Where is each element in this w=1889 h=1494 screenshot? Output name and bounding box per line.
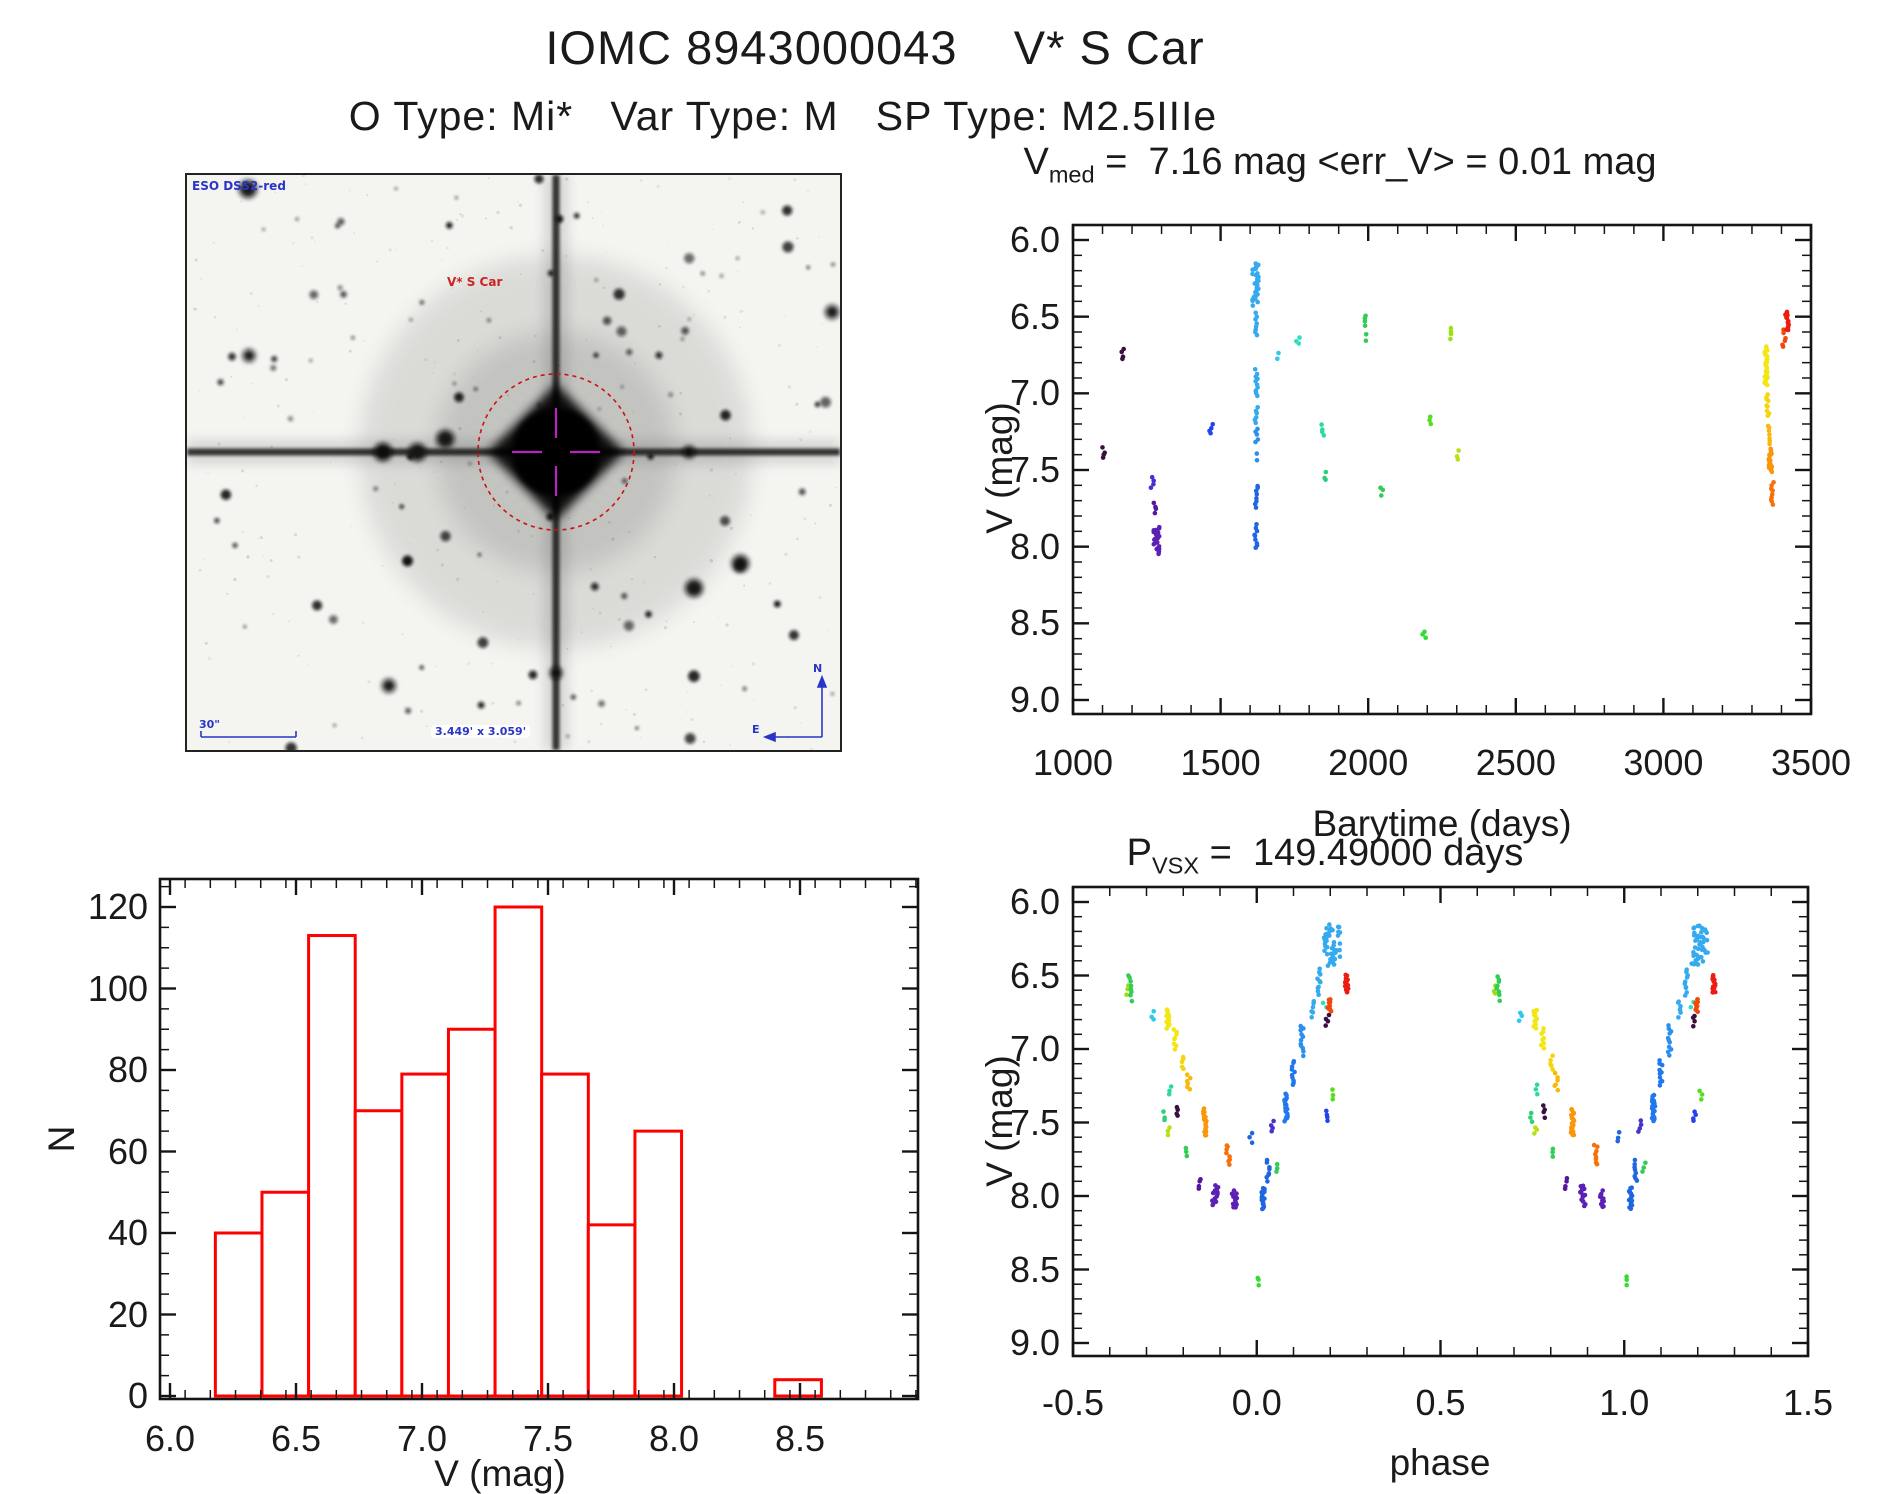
histogram-ytick-label: 60 <box>107 1130 148 1172</box>
histogram-xtick-label: 7.0 <box>396 1418 448 1459</box>
scale-bar-label: 30" <box>199 718 221 731</box>
phase-xtick-label: 1.0 <box>1599 1382 1650 1423</box>
lightcurve-ytick-label: 6.5 <box>1009 295 1060 337</box>
lightcurve-xlabel: Barytime (days) <box>1312 803 1572 844</box>
survey-label: ESO DSS2-red <box>192 179 286 193</box>
histogram-xtick-label: 8.0 <box>648 1418 700 1459</box>
phase-ytick-label: 9.0 <box>1009 1322 1060 1363</box>
phase-ytick-label: 6.5 <box>1009 954 1060 996</box>
crosshair-marker <box>512 408 600 496</box>
compass-icon <box>762 674 828 743</box>
lightcurve-title: Vmed = 7.16 mag <err_V> = 0.01 mag <box>850 141 1830 189</box>
lightcurve-xtick-label: 2500 <box>1475 742 1556 783</box>
histogram-ytick-label: 20 <box>107 1293 148 1335</box>
histogram-bar <box>633 1129 684 1398</box>
lightcurve-xtick-label: 3500 <box>1770 742 1852 783</box>
aperture-circle <box>477 373 635 531</box>
lightcurve-title-sub: med <box>1048 161 1095 188</box>
histogram-ytick-label: 100 <box>87 967 148 1009</box>
finder-image: ESO DSS2-red V* S Car 30" 3.449' x 3.059… <box>185 173 842 752</box>
lightcurve-title-rest: = 7.16 mag <err_V> = 0.01 mag <box>1094 141 1657 183</box>
lightcurve-ticks <box>1071 225 1813 714</box>
histogram-ytick-label: 0 <box>127 1375 148 1416</box>
histogram-frame <box>158 877 920 1401</box>
target-star-label: V* S Car <box>447 275 503 289</box>
phase-xlabel: phase <box>1389 1442 1491 1483</box>
histogram-bar <box>540 1072 590 1398</box>
scale-bar <box>200 731 297 738</box>
histogram-xtick-label: 8.5 <box>774 1418 826 1459</box>
starfield-image <box>187 175 840 750</box>
histogram-ytick-label: 40 <box>107 1212 148 1253</box>
lightcurve-ytick-label: 6.0 <box>1009 219 1060 260</box>
histogram-bar <box>260 1190 311 1398</box>
histogram-bar <box>446 1027 497 1398</box>
compass-north-label: N <box>813 662 823 675</box>
histogram-ticks <box>159 879 918 1399</box>
phase-ticks <box>1071 887 1810 1356</box>
phase-title-rest: = 149.49000 days <box>1199 832 1524 874</box>
lightcurve-xtick-label: 2000 <box>1328 742 1409 783</box>
lightcurve-title-base: V <box>1023 141 1049 183</box>
histogram-bar <box>773 1378 823 1398</box>
histogram-bar <box>400 1072 450 1398</box>
phase-ytick-label: 6.0 <box>1009 881 1060 922</box>
histogram-bar <box>353 1109 404 1398</box>
lightcurve-xtick-label: 1000 <box>1032 742 1114 783</box>
page-subtitle: O Type: Mi* Var Type: M SP Type: M2.5III… <box>348 93 1218 139</box>
histogram-bar <box>586 1223 637 1398</box>
phase-xtick-label: 1.5 <box>1782 1382 1834 1423</box>
lightcurve-data-points <box>1100 261 1791 640</box>
field-of-view-label: 3.449' x 3.059' <box>431 725 531 738</box>
histogram-ytick-label: 120 <box>87 886 148 927</box>
histogram-bar <box>307 934 357 1398</box>
phase-xtick-label: 0.0 <box>1231 1382 1282 1423</box>
histogram-bar <box>213 1231 264 1398</box>
phase-ytick-label: 7.5 <box>1009 1101 1060 1143</box>
histogram-xtick-label: 6.0 <box>144 1418 196 1459</box>
histogram-xtick-label: 7.5 <box>522 1418 574 1459</box>
lightcurve-ytick-label: 9.0 <box>1009 678 1060 720</box>
lightcurve-ytick-label: 7.5 <box>1009 448 1060 490</box>
histogram-xlabel: V (mag) <box>434 1453 566 1494</box>
lightcurve-ytick-label: 8.5 <box>1009 602 1060 644</box>
phase-ytick-label: 7.0 <box>1009 1028 1060 1069</box>
histogram-xtick-label: 6.5 <box>270 1418 322 1459</box>
histogram-bars <box>213 905 823 1398</box>
phase-title: PVSX = 149.49000 days <box>1000 832 1650 880</box>
lightcurve-xtick-label: 3000 <box>1623 742 1704 783</box>
phase-ytick-label: 8.5 <box>1009 1248 1060 1290</box>
histogram-ytick-label: 80 <box>107 1049 148 1090</box>
compass-east-label: E <box>752 723 760 736</box>
phase-xtick-label: 0.5 <box>1415 1382 1466 1423</box>
phase-title-sub: VSX <box>1151 852 1200 879</box>
histogram-bar <box>493 905 544 1398</box>
phase-data-points <box>1124 922 1718 1288</box>
lightcurve-ytick-label: 8.0 <box>1009 525 1060 567</box>
lightcurve-xtick-label: 1500 <box>1180 742 1261 783</box>
phase-ytick-label: 8.0 <box>1009 1175 1060 1216</box>
phase-xtick-label: -0.5 <box>1041 1382 1105 1423</box>
page-title: IOMC 8943000043 V* S Car <box>545 21 1205 74</box>
target-star-core <box>488 384 624 520</box>
lightcurve-ytick-label: 7.0 <box>1009 372 1060 414</box>
phase-title-base: P <box>1126 832 1152 874</box>
lightcurve-frame <box>1071 223 1813 716</box>
